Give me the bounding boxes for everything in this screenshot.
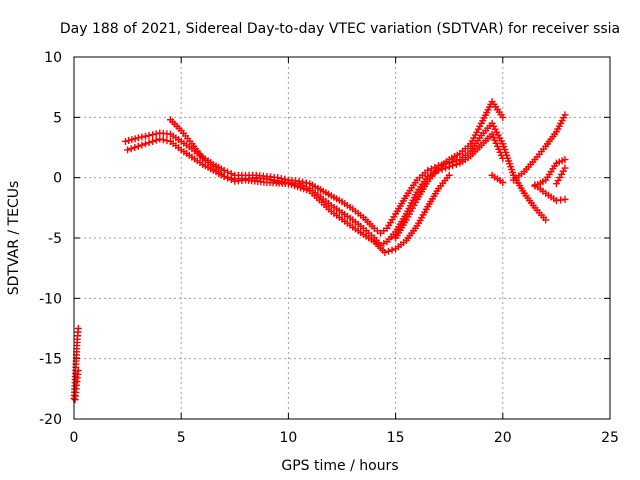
y-tick-label: -20 — [39, 412, 62, 428]
y-tick-label: -10 — [39, 291, 62, 307]
data-point-marker — [499, 154, 507, 162]
y-tick-labels: -20 -15 -10 -5 0 5 10 — [39, 50, 62, 428]
data-point-marker — [134, 134, 142, 142]
data-point-marker — [561, 156, 569, 164]
data-point-marker — [128, 136, 136, 144]
data-point-marker — [442, 164, 450, 172]
data-point-marker — [156, 135, 164, 143]
y-tick-label: 10 — [44, 50, 62, 66]
data-point-marker — [291, 182, 299, 190]
data-point-marker — [445, 163, 453, 171]
grid-lines — [74, 57, 610, 419]
data-point-marker — [431, 163, 439, 171]
data-point-marker — [220, 166, 228, 174]
data-point-marker — [138, 133, 146, 141]
data-point-marker — [220, 172, 228, 180]
data-point-marker — [294, 183, 302, 191]
data-point-marker — [381, 248, 389, 256]
data-point-marker — [287, 181, 295, 189]
x-axis-label: GPS time / hours — [281, 458, 398, 474]
data-point-marker — [138, 141, 146, 149]
data-point-marker — [284, 180, 292, 188]
data-points — [70, 98, 569, 404]
x-tick-label: 5 — [177, 430, 186, 446]
data-point-marker — [74, 325, 82, 332]
data-point-marker — [542, 216, 550, 224]
chart-title: Day 188 of 2021, Sidereal Day-to-day VTE… — [60, 21, 620, 37]
data-point-marker — [124, 146, 132, 154]
data-point-marker — [74, 367, 82, 375]
data-point-marker — [297, 184, 305, 192]
x-tick-label: 10 — [279, 430, 297, 446]
data-point-marker — [445, 171, 453, 179]
x-tick-label: 25 — [601, 430, 619, 446]
data-point-marker — [384, 247, 392, 255]
x-tick-labels: 0 5 10 15 20 25 — [70, 430, 619, 446]
data-point-marker — [561, 195, 569, 203]
data-point-marker — [131, 144, 139, 151]
x-tick-label: 0 — [70, 430, 79, 446]
data-point-marker — [224, 174, 232, 182]
data-point-marker — [452, 160, 460, 168]
data-point-marker — [121, 137, 129, 145]
data-point-marker — [227, 176, 235, 184]
data-point-marker — [125, 137, 133, 145]
x-tick-label: 20 — [494, 430, 512, 446]
data-point-marker — [427, 165, 435, 173]
data-point-marker — [303, 186, 311, 194]
data-point-marker — [152, 136, 160, 144]
data-point-marker — [127, 145, 135, 153]
y-axis-label: SDTVAR / TECUs — [6, 181, 22, 296]
y-tick-label: -15 — [39, 352, 62, 368]
data-point-marker — [149, 137, 157, 145]
y-tick-label: -5 — [48, 231, 62, 247]
x-tick-label: 15 — [387, 430, 405, 446]
y-tick-label: 5 — [53, 110, 62, 126]
data-point-marker — [499, 113, 507, 121]
data-point-marker — [388, 246, 396, 254]
data-point-marker — [145, 131, 153, 139]
data-point-marker — [438, 165, 446, 173]
data-point-marker — [149, 131, 157, 139]
data-point-marker — [141, 132, 149, 140]
data-point-marker — [163, 137, 171, 145]
data-point-marker — [499, 178, 507, 186]
data-point-marker — [152, 130, 160, 138]
data-point-marker — [141, 140, 149, 148]
data-point-marker — [295, 180, 303, 188]
plot-frame — [73, 56, 611, 420]
y-tick-label: 0 — [53, 171, 62, 187]
data-point-marker — [424, 166, 432, 174]
data-point-marker — [145, 139, 153, 147]
data-point-marker — [131, 135, 139, 143]
data-point-marker — [159, 136, 167, 144]
data-point-marker — [300, 185, 308, 193]
data-point-marker — [561, 111, 569, 119]
data-point-marker — [561, 164, 569, 172]
data-point-marker — [449, 162, 457, 170]
data-point-marker — [134, 142, 142, 150]
